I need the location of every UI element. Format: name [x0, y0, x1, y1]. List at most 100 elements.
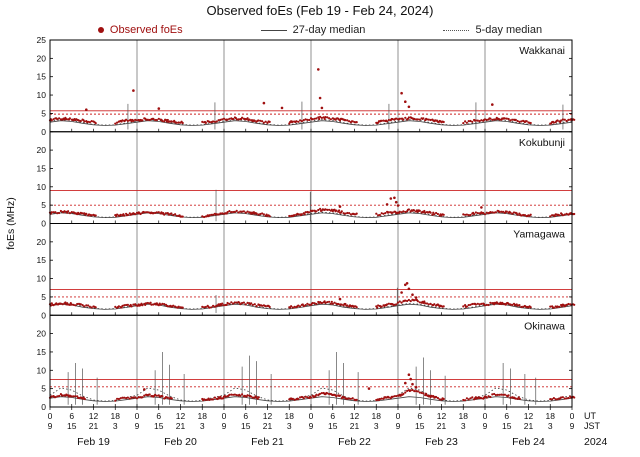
observed-dot: [467, 120, 470, 123]
observed-dot: [54, 396, 57, 399]
observed-dot: [85, 212, 88, 215]
observed-dot: [355, 398, 358, 401]
observed-dot: [407, 208, 410, 211]
observed-dot: [320, 116, 323, 119]
observed-dot: [317, 116, 320, 119]
observed-dot: [348, 212, 351, 215]
solid-line-icon: [260, 29, 287, 31]
observed-dot: [391, 211, 394, 214]
observed-dot: [164, 212, 168, 215]
observed-dot: [139, 212, 142, 216]
observed-dot: [393, 196, 396, 200]
observed-dot: [125, 303, 128, 307]
panel-okinawa: 0 5 10 15 20 Okinawa: [37, 314, 576, 412]
jst-tick-label: 21: [89, 421, 99, 431]
observed-dot: [420, 391, 423, 394]
station-label: Yamagawa: [513, 229, 565, 241]
observed-dot: [323, 300, 326, 303]
observed-dot: [487, 303, 490, 307]
observed-dot: [81, 304, 84, 307]
observed-dot: [228, 117, 231, 120]
observed-dot: [494, 211, 497, 214]
observed-dot: [177, 305, 180, 308]
observed-dot: [400, 91, 403, 95]
observed-dot: [145, 118, 148, 121]
observed-dot: [442, 213, 445, 216]
observed-dot: [407, 105, 411, 109]
observed-dot: [467, 214, 470, 217]
observed-dot: [77, 396, 81, 400]
observed-dot: [573, 396, 576, 399]
observed-dot: [418, 301, 421, 304]
observed-dot: [465, 121, 468, 124]
observed-dot: [442, 305, 445, 308]
observed-dot: [155, 118, 158, 122]
ut-tick-label: 6: [243, 411, 248, 421]
observed-dot: [474, 303, 477, 306]
observed-dot: [235, 301, 238, 304]
observed-dot: [473, 213, 476, 216]
observed-dot: [70, 211, 73, 214]
observed-dot: [90, 306, 93, 309]
observed-dot: [134, 396, 137, 399]
observed-dot: [306, 302, 309, 305]
ut-tick-label: 0: [309, 411, 314, 421]
observed-dot: [556, 119, 559, 122]
jst-tick-label: 3: [374, 421, 379, 431]
observed-dot: [328, 392, 331, 396]
y-tick-label: 10: [37, 365, 47, 375]
observed-dot: [144, 303, 147, 306]
observed-dot: [405, 282, 409, 285]
observed-dot: [241, 116, 244, 119]
observed-dot: [491, 393, 494, 396]
observed-dot: [529, 121, 532, 125]
observed-dot: [175, 121, 178, 124]
observed-dot: [181, 121, 184, 125]
observed-dot: [349, 213, 352, 216]
observed-dot: [181, 306, 184, 309]
observed-dot: [126, 119, 129, 122]
observed-dot: [262, 213, 265, 216]
observed-dot: [134, 118, 137, 121]
observed-dot: [146, 118, 149, 121]
observed-dot: [478, 120, 481, 123]
observed-dot: [56, 212, 59, 215]
observed-dot: [123, 214, 126, 217]
jst-tick-label: 15: [154, 421, 164, 431]
observed-dot: [237, 118, 240, 121]
observed-dot: [326, 208, 329, 211]
observed-dot: [400, 211, 403, 214]
observed-dot: [482, 211, 485, 215]
observed-dot: [338, 209, 341, 212]
observed-dot: [422, 392, 425, 395]
observed-dot: [181, 215, 184, 218]
observed-dot: [315, 393, 318, 396]
observed-dot: [518, 304, 521, 307]
observed-dot: [319, 392, 322, 395]
observed-dot: [246, 210, 249, 213]
ut-tick-label: 0: [396, 411, 401, 421]
observed-dot: [462, 122, 465, 125]
observed-dot: [503, 393, 506, 396]
observed-dot: [442, 120, 445, 124]
observed-dot: [163, 213, 166, 216]
observed-dot: [469, 303, 472, 306]
y-tick-label: 25: [37, 35, 47, 45]
observed-dot: [232, 117, 235, 121]
observed-dot: [87, 120, 90, 123]
observed-dot: [567, 302, 570, 306]
observed-dot: [232, 210, 235, 214]
observed-dot: [518, 120, 521, 123]
observed-dot: [326, 116, 329, 119]
observed-dot: [297, 120, 300, 123]
observed-dot: [469, 213, 472, 217]
y-tick-label: 10: [37, 90, 47, 100]
date-label: Feb 24: [512, 436, 545, 448]
observed-dot: [464, 304, 467, 307]
observed-dot: [389, 197, 393, 200]
observed-dot: [344, 302, 347, 306]
observed-dot: [293, 305, 296, 308]
observed-dot: [413, 209, 416, 212]
ut-tick-label: 12: [350, 411, 360, 421]
observed-dot: [246, 301, 249, 304]
